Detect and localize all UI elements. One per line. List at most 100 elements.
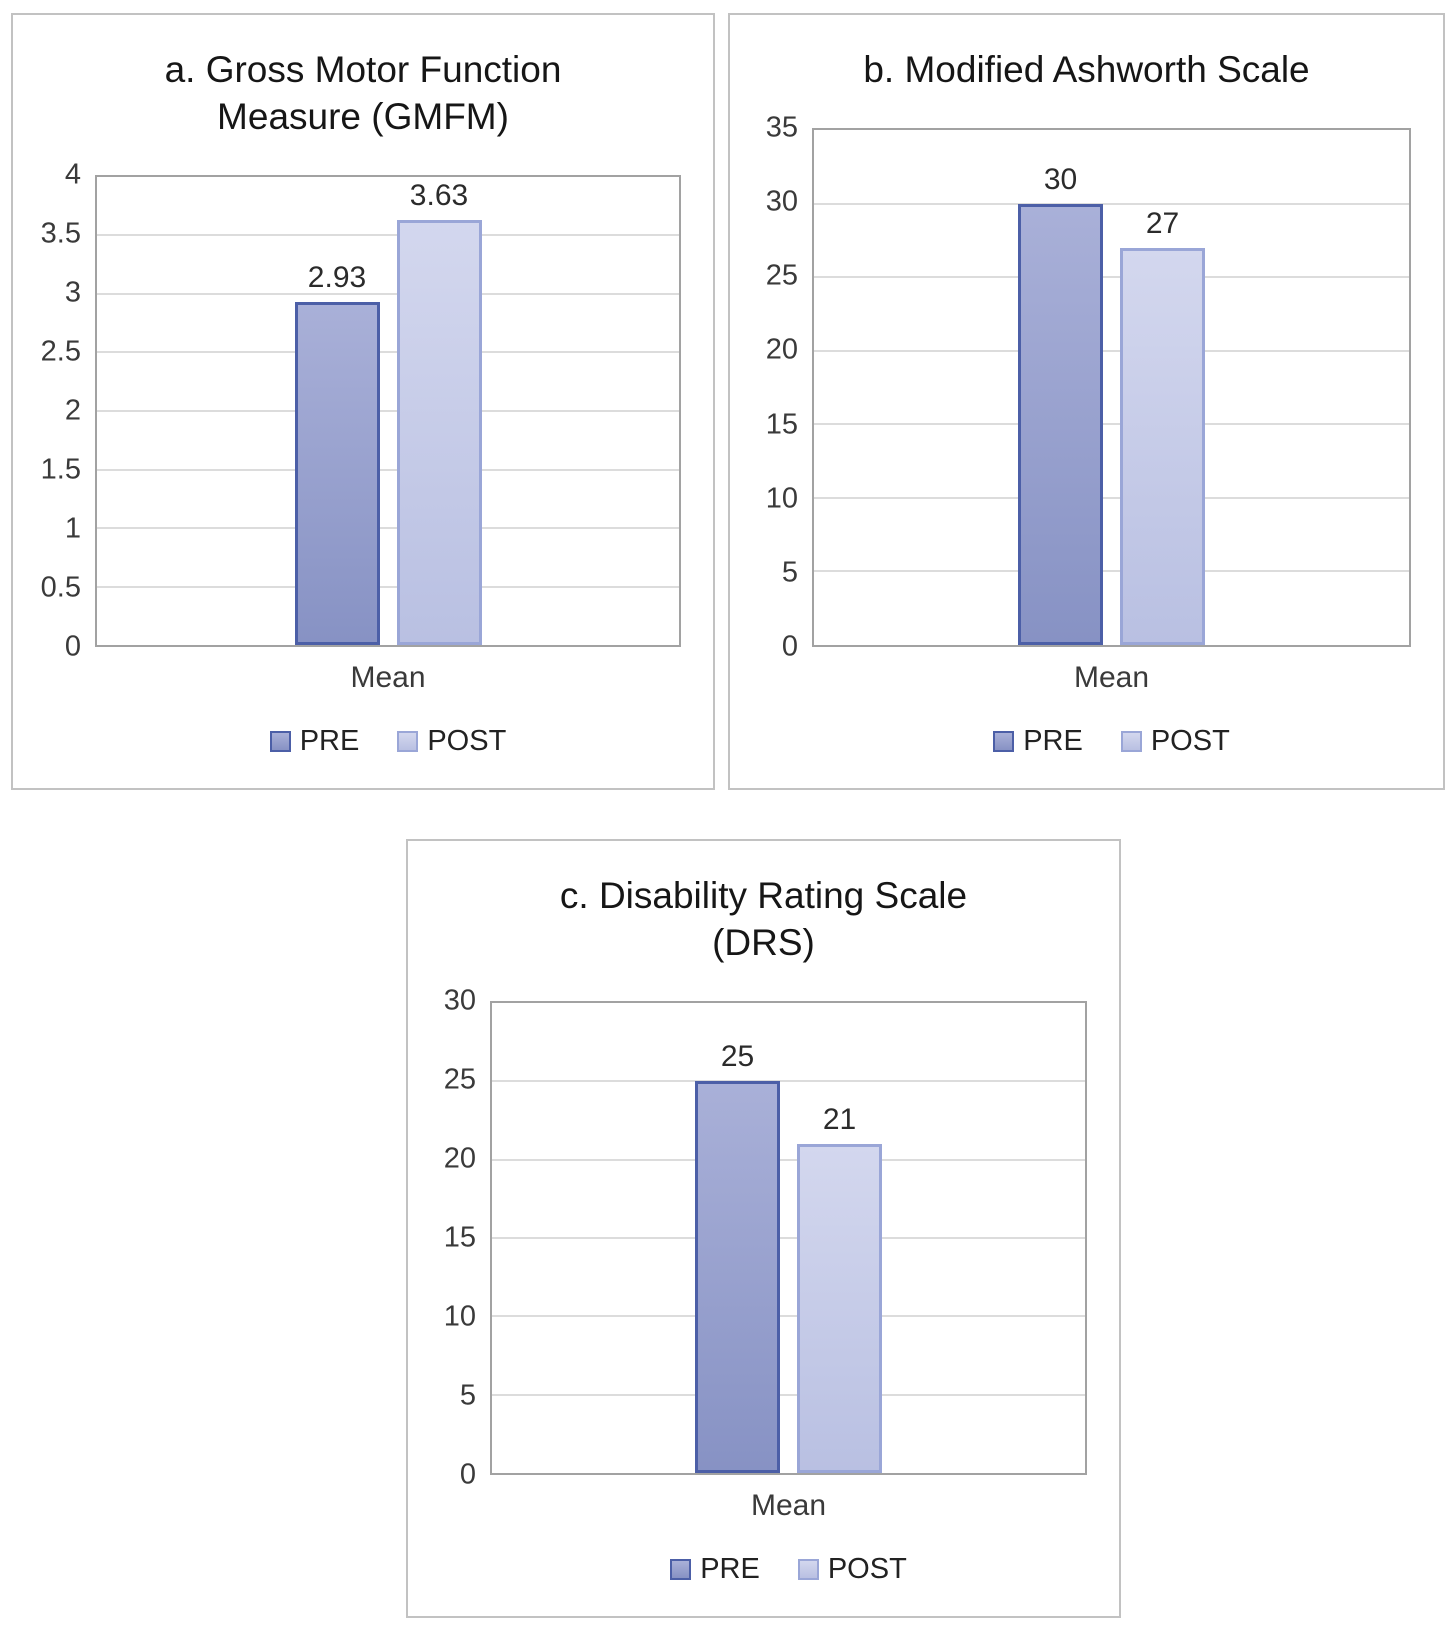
- bar-value-label-post: 3.63: [409, 179, 469, 213]
- bar-group-pre: 25: [695, 1003, 780, 1473]
- legend-swatch-post-icon: [397, 731, 419, 752]
- legend: PRE POST: [490, 1553, 1087, 1586]
- y-tick-label: 1.5: [40, 453, 81, 486]
- bar-post: [1120, 247, 1205, 645]
- y-tick-label: 10: [443, 1300, 476, 1333]
- y-tick-label: 2.5: [40, 335, 81, 368]
- bar-value-label-post: 21: [822, 1102, 857, 1136]
- x-axis-category: Mean: [750, 1489, 827, 1522]
- bar-group-pre: 2.93: [294, 177, 380, 645]
- bar-value-label-pre: 30: [1043, 162, 1078, 196]
- legend-label-post: POST: [427, 725, 507, 757]
- gridline: [97, 409, 679, 412]
- below-axis: Mean PRE POST: [746, 647, 1411, 758]
- gridline: [492, 1080, 1085, 1083]
- y-tick-label: 10: [765, 482, 798, 515]
- legend-item-post: POST: [397, 725, 506, 758]
- y-tick-label: 20: [443, 1142, 476, 1175]
- bar-group-post: 27: [1120, 130, 1205, 645]
- chart-title-drs: c. Disability Rating Scale (DRS): [559, 875, 968, 963]
- bar-pre: [294, 302, 380, 645]
- plot-area: 2.93 3.63: [95, 174, 681, 647]
- legend-swatch-post-icon: [1120, 731, 1142, 752]
- bar-group-post: 21: [797, 1003, 882, 1473]
- legend-swatch-post-icon: [797, 1559, 819, 1580]
- gridline: [492, 1315, 1085, 1318]
- bars: 2.93 3.63: [97, 177, 679, 645]
- y-tick-label: 3: [64, 276, 81, 309]
- chart-panel-mas: b. Modified Ashworth Scale 0 5 10 15 20 25 30 3…: [728, 13, 1445, 790]
- y-tick-label: 0.5: [40, 571, 81, 604]
- bar-value-label-post: 27: [1145, 206, 1180, 240]
- gridline: [492, 1393, 1085, 1396]
- y-tick-label: 5: [781, 556, 798, 589]
- y-tick-label: 3.5: [40, 217, 81, 250]
- gridline: [814, 496, 1409, 499]
- y-tick-label: 15: [765, 408, 798, 441]
- bar-post: [396, 220, 482, 645]
- y-tick-label: 35: [765, 111, 798, 144]
- legend-label-pre: PRE: [1023, 725, 1083, 757]
- chart-panel-drs: c. Disability Rating Scale (DRS) 0 5 10 15 2…: [406, 839, 1121, 1618]
- legend-item-pre: PRE: [993, 725, 1083, 758]
- bar-post: [797, 1143, 882, 1473]
- legend-label-pre: PRE: [700, 1553, 760, 1585]
- gridline: [814, 276, 1409, 279]
- legend-swatch-pre-icon: [670, 1559, 692, 1580]
- y-axis: 0 0.5 1 1.5 2 2.5 3 3.5 4: [29, 158, 95, 662]
- plot-area: 30 27: [812, 127, 1411, 647]
- gridline: [97, 468, 679, 471]
- y-tick-label: 30: [443, 984, 476, 1017]
- y-tick-label: 0: [781, 630, 798, 663]
- gridline: [97, 527, 679, 529]
- chart-body: 0 0.5 1 1.5 2 2.5 3 3.5 4 2.93 3.63: [29, 158, 681, 663]
- y-axis: 0 5 10 15 20 25 30: [424, 984, 490, 1490]
- y-tick-label: 25: [443, 1063, 476, 1096]
- chart-title-mas: b. Modified Ashworth Scale: [863, 49, 1310, 90]
- gridline: [492, 1236, 1085, 1239]
- bar-pre: [695, 1081, 780, 1473]
- x-axis-category: Mean: [1073, 661, 1150, 694]
- x-axis-category: Mean: [350, 661, 426, 694]
- bar-pre: [1018, 203, 1103, 645]
- legend-swatch-pre-icon: [993, 731, 1015, 752]
- bar-value-label-pre: 2.93: [307, 261, 367, 295]
- bars: 30 27: [814, 130, 1409, 645]
- legend-swatch-pre-icon: [269, 731, 291, 752]
- legend: PRE POST: [95, 725, 681, 758]
- y-tick-label: 1: [64, 512, 81, 545]
- y-tick-label: 2: [64, 394, 81, 427]
- bar-value-label-pre: 25: [720, 1040, 755, 1074]
- gridline: [814, 349, 1409, 352]
- bars: 25 21: [492, 1003, 1085, 1473]
- chart-body: 0 5 10 15 20 25 30 25 21: [424, 984, 1087, 1491]
- y-tick-label: 4: [64, 158, 81, 191]
- legend-item-pre: PRE: [670, 1553, 760, 1586]
- y-tick-label: 20: [765, 333, 798, 366]
- gridline: [97, 292, 679, 295]
- legend-label-pre: PRE: [299, 725, 360, 757]
- legend: PRE POST: [812, 725, 1411, 758]
- y-tick-label: 15: [443, 1221, 476, 1254]
- y-tick-label: 0: [459, 1458, 476, 1491]
- chart-title-gmfm: a. Gross Motor Function Measure (GMFM): [164, 49, 562, 137]
- below-axis: Mean PRE POST: [29, 647, 681, 758]
- chart-body: 0 5 10 15 20 25 30 35 30 27: [746, 111, 1411, 663]
- y-tick-label: 0: [64, 630, 81, 663]
- chart-panel-gmfm: a. Gross Motor Function Measure (GMFM) 0…: [11, 13, 715, 790]
- gridline: [814, 570, 1409, 573]
- legend-label-post: POST: [1150, 725, 1230, 757]
- y-tick-label: 30: [765, 185, 798, 218]
- legend-item-post: POST: [797, 1553, 907, 1586]
- y-axis: 0 5 10 15 20 25 30 35: [746, 111, 812, 662]
- y-tick-label: 5: [459, 1379, 476, 1412]
- legend-item-pre: PRE: [269, 725, 360, 758]
- gridline: [814, 423, 1409, 426]
- gridline: [97, 351, 679, 354]
- bar-group-pre: 30: [1018, 130, 1103, 645]
- gridline: [814, 202, 1409, 205]
- below-axis: Mean PRE POST: [424, 1475, 1087, 1586]
- legend-label-post: POST: [827, 1553, 907, 1585]
- legend-item-post: POST: [1120, 725, 1230, 758]
